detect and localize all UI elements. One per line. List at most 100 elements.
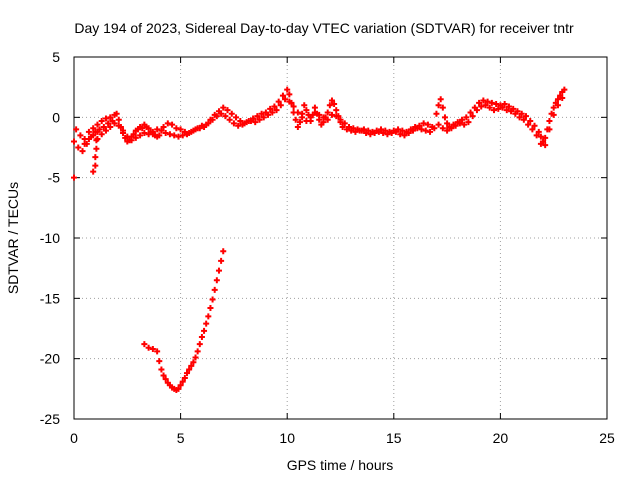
data-point	[171, 132, 178, 139]
data-point	[422, 127, 429, 134]
data-point	[367, 131, 374, 138]
data-point	[503, 107, 510, 114]
data-point	[439, 125, 446, 132]
data-point	[120, 127, 127, 134]
data-point	[149, 346, 156, 353]
data-point	[77, 132, 84, 139]
data-point	[175, 385, 182, 392]
data-point	[201, 123, 208, 130]
data-point	[324, 116, 331, 123]
data-point	[286, 91, 293, 98]
data-point	[491, 107, 498, 114]
data-point	[98, 117, 105, 124]
data-point	[435, 102, 442, 109]
y-tick-label: -20	[40, 351, 60, 367]
data-point	[294, 123, 301, 130]
data-point	[90, 132, 97, 139]
data-point	[220, 248, 227, 255]
data-point	[459, 116, 466, 123]
data-point	[535, 128, 542, 135]
data-point	[286, 98, 293, 105]
data-point	[508, 108, 515, 115]
x-tick-label: 15	[386, 430, 402, 446]
data-point	[409, 127, 416, 134]
data-point	[418, 126, 425, 133]
data-point	[405, 130, 412, 137]
data-point	[115, 122, 122, 129]
data-point	[166, 131, 173, 138]
data-point	[265, 111, 272, 118]
data-point	[554, 102, 561, 109]
data-point	[218, 257, 225, 264]
data-point	[160, 123, 167, 130]
data-point	[130, 131, 137, 138]
data-point	[179, 132, 186, 139]
data-point	[529, 126, 536, 133]
data-point	[550, 111, 557, 118]
data-point	[190, 359, 197, 366]
data-point	[209, 296, 216, 303]
data-point	[154, 348, 161, 355]
data-point	[512, 110, 519, 117]
data-point	[527, 117, 534, 124]
data-point	[292, 116, 299, 123]
data-point	[488, 99, 495, 106]
data-point	[92, 162, 99, 169]
data-point	[81, 140, 88, 147]
data-point	[222, 113, 229, 120]
x-tick-label: 20	[493, 430, 509, 446]
data-point	[401, 132, 408, 139]
data-point	[424, 121, 431, 128]
data-point	[252, 119, 259, 126]
data-point	[437, 96, 444, 103]
y-tick-label: 0	[52, 109, 60, 125]
chart-title: Day 194 of 2023, Sidereal Day-to-day VTE…	[74, 20, 574, 36]
data-point	[224, 107, 231, 114]
data-point	[98, 131, 105, 138]
data-point	[537, 140, 544, 147]
data-point	[94, 128, 101, 135]
x-tick-label: 5	[177, 430, 185, 446]
data-point	[247, 117, 254, 124]
data-point	[239, 121, 246, 128]
data-point	[392, 128, 399, 135]
data-point	[495, 105, 502, 112]
data-point	[260, 114, 267, 121]
data-point	[205, 313, 212, 320]
data-point	[435, 121, 442, 128]
data-point	[456, 120, 463, 127]
grid-lines	[74, 57, 607, 419]
data-point	[290, 103, 297, 110]
data-point	[433, 110, 440, 117]
data-point	[341, 120, 348, 127]
data-point	[213, 277, 220, 284]
y-tick-label: -5	[48, 170, 61, 186]
data-point	[328, 97, 335, 104]
data-point	[203, 320, 210, 327]
data-point	[465, 119, 472, 126]
data-point	[294, 109, 301, 116]
axis-ticks	[73, 56, 608, 420]
data-point	[215, 267, 222, 274]
data-point	[316, 111, 323, 118]
data-point	[311, 109, 318, 116]
data-point	[137, 132, 144, 139]
data-point	[331, 101, 338, 108]
data-point	[271, 103, 278, 110]
data-point	[499, 104, 506, 111]
data-point	[542, 134, 549, 141]
data-point	[397, 131, 404, 138]
data-point	[156, 358, 163, 365]
data-point	[324, 109, 331, 116]
data-point	[267, 105, 274, 112]
data-point	[158, 127, 165, 134]
data-point	[243, 119, 250, 126]
data-point	[303, 107, 310, 114]
data-point	[537, 133, 544, 140]
data-point	[299, 114, 306, 121]
data-point	[444, 120, 451, 127]
data-point	[525, 121, 532, 128]
data-point	[384, 131, 391, 138]
data-point	[282, 96, 289, 103]
data-point	[71, 138, 77, 145]
